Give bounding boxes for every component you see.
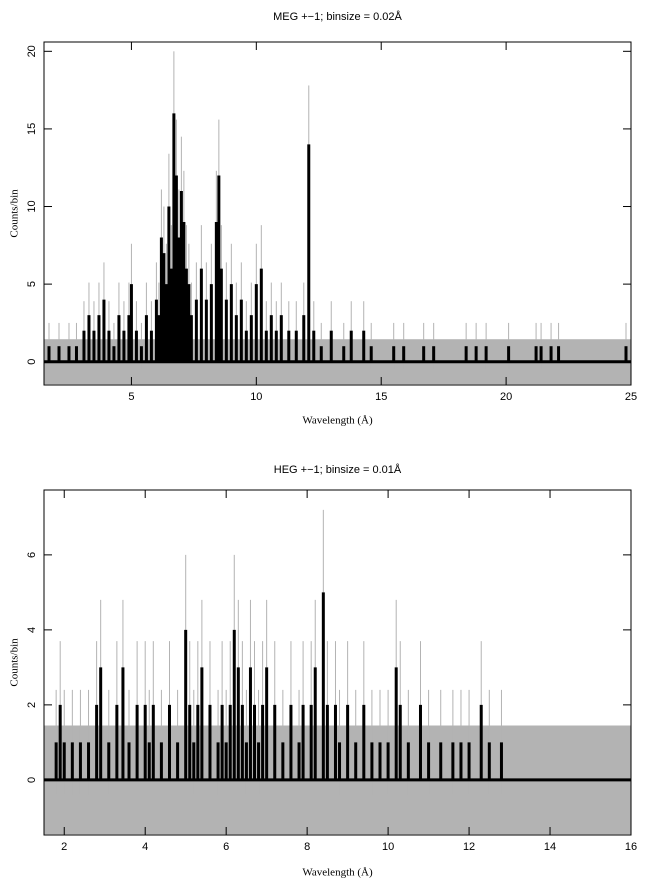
y-axis-label: Counts/bin — [9, 638, 21, 687]
y-tick-label: 0 — [26, 777, 38, 783]
x-tick-label: 20 — [500, 391, 512, 403]
x-tick-label: 8 — [304, 841, 310, 853]
y-tick-label: 15 — [26, 123, 38, 135]
x-tick-label: 6 — [223, 841, 229, 853]
x-tick-label: 16 — [625, 841, 637, 853]
plot-area — [44, 509, 631, 835]
y-tick-label: 4 — [26, 627, 38, 633]
plot-area — [44, 51, 631, 385]
x-tick-label: 12 — [463, 841, 475, 853]
y-tick-label: 2 — [26, 702, 38, 708]
x-tick-label: 10 — [250, 391, 262, 403]
x-axis-label: Wavelength (Å) — [302, 415, 373, 427]
y-axis-label: Counts/bin — [9, 189, 21, 238]
x-tick-label: 4 — [142, 841, 148, 853]
y-tick-label: 20 — [26, 45, 38, 57]
y-tick-label: 5 — [26, 281, 38, 287]
x-tick-label: 15 — [375, 391, 387, 403]
plot-frame — [43, 489, 632, 836]
x-axis-label: Wavelength (Å) — [302, 867, 373, 879]
x-tick-label: 14 — [544, 841, 556, 853]
y-tick-label: 6 — [26, 552, 38, 558]
chart-title: HEG +−1; binsize = 0.01Å — [274, 463, 402, 476]
plot-frame — [43, 41, 632, 386]
x-tick-label: 10 — [382, 841, 394, 853]
y-tick-label: 0 — [26, 359, 38, 365]
x-tick-label: 25 — [625, 391, 637, 403]
y-tick-label: 10 — [26, 200, 38, 212]
x-tick-label: 2 — [61, 841, 67, 853]
x-tick-label: 5 — [128, 391, 134, 403]
chart-title: MEG +−1; binsize = 0.02Å — [273, 10, 402, 23]
